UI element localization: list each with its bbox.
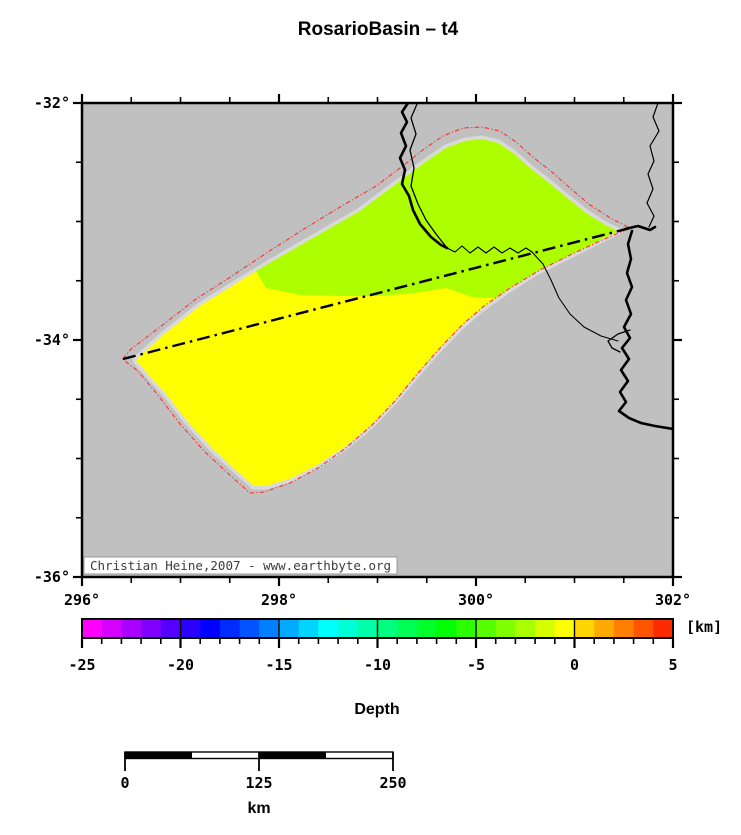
colorbar-cell (456, 619, 477, 638)
lower-river (531, 251, 619, 342)
basin-fill-green (256, 139, 618, 298)
attribution: Christian Heine,2007 - www.earthbyte.org (83, 556, 398, 575)
colorbar-cell (633, 619, 654, 638)
scalebar-segment (192, 752, 259, 759)
scalebar-tick-label: 0 (120, 774, 129, 792)
colorbar-tick-label: -5 (467, 656, 485, 674)
attribution-box (83, 556, 398, 575)
colorbar-cell (180, 619, 201, 638)
coastline (617, 229, 673, 431)
uruguay-river (646, 103, 660, 228)
estuary-head (623, 224, 657, 232)
colorbar-cell (298, 619, 319, 638)
colorbar-cell (397, 619, 418, 638)
attribution-text: Christian Heine,2007 - www.earthbyte.org (90, 558, 391, 573)
colorbar-cell (160, 619, 181, 638)
colorbar-cell (594, 619, 615, 638)
colorbar-cell (239, 619, 260, 638)
colorbar-tick-label: 0 (570, 656, 579, 674)
scalebar-tick-label: 125 (245, 774, 272, 792)
colorbar-cell (357, 619, 378, 638)
scalebar-unit-label: km (247, 800, 270, 817)
colorbar-cell (259, 619, 280, 638)
parana-river-branch (409, 103, 448, 249)
colorbar-cell (535, 619, 556, 638)
y-axis-tick-label: -36° (34, 568, 70, 586)
colorbar-cell (377, 619, 398, 638)
colorbar-tick-label: -10 (364, 656, 391, 674)
colorbar-cell (121, 619, 142, 638)
x-axis-tick-label: 298° (261, 591, 297, 609)
figure-title: RosarioBasin – t4 (298, 19, 459, 40)
x-axis-tick-label: 302° (655, 591, 691, 609)
transect-dashdot-line (122, 226, 631, 361)
colorbar-cell (318, 619, 339, 638)
colorbar-cell (82, 619, 103, 638)
scalebar-segment (326, 752, 393, 759)
scalebar-segment (259, 752, 326, 759)
scalebar-segment (125, 752, 192, 759)
basin-outline-red-dashdot (122, 126, 632, 494)
colorbar-cell (416, 619, 438, 638)
map-canvas (82, 103, 673, 577)
colorbar-tick-label: 5 (668, 656, 677, 674)
colorbar-cell (141, 619, 162, 638)
delta-meander (446, 245, 533, 254)
colorbar-cell (554, 619, 575, 638)
colorbar-axis-label: Depth (354, 701, 399, 718)
y-axis-tick-label: -34° (34, 331, 70, 349)
parana-river-main (398, 103, 449, 250)
coast-inlet (607, 329, 631, 353)
colorbar-cell (574, 619, 595, 638)
colorbar-cell (338, 619, 359, 638)
colorbar-cell (219, 619, 241, 638)
colorbar-cell (279, 619, 300, 638)
colorbar-cell (436, 619, 457, 638)
colorbar-tick-label: -25 (68, 656, 95, 674)
colorbar-cell (200, 619, 221, 638)
colorbar-tick-label: -20 (167, 656, 194, 674)
colorbar-cell (495, 619, 516, 638)
colorbar-tick-label: -15 (265, 656, 292, 674)
x-axis-tick-label: 300° (458, 591, 494, 609)
x-axis-tick-label: 296° (64, 591, 100, 609)
colorbar-cell (613, 619, 635, 638)
colorbar-cell (476, 619, 497, 638)
scalebar-tick-label: 250 (379, 774, 406, 792)
colorbar-unit-label: [km] (686, 618, 722, 636)
colorbar-cell (515, 619, 536, 638)
colorbar-cell (101, 619, 122, 638)
colorbar-cell (653, 619, 674, 638)
y-axis-tick-label: -32° (34, 94, 70, 112)
figure-decorations: 296° 298° 300° 302° -32° -34° -36° -25 -20 -15 -10… (34, 94, 691, 792)
